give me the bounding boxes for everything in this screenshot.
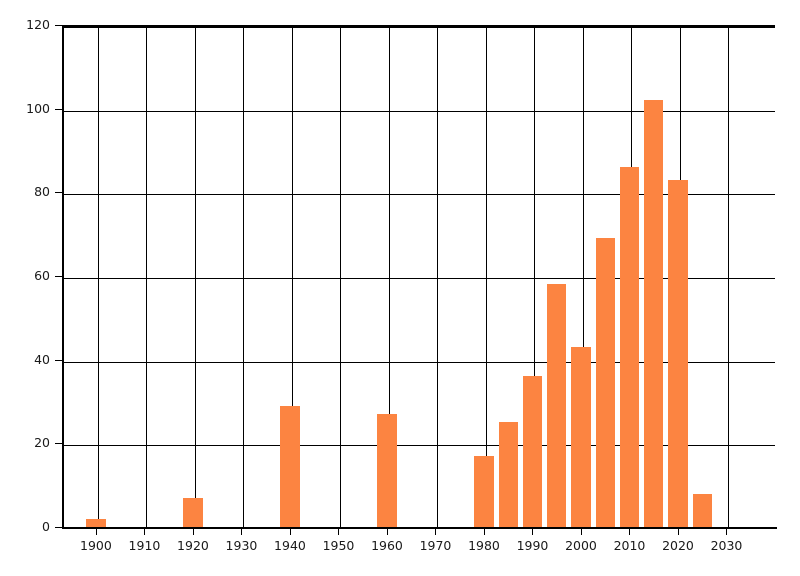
bar[interactable] (619, 167, 640, 527)
y-tick-label: 0 (42, 519, 50, 534)
gridline-vertical (194, 27, 196, 527)
y-tick-label: 80 (34, 184, 50, 200)
x-axis-line (62, 527, 777, 529)
gridline-vertical (388, 27, 390, 527)
bars-layer (86, 100, 712, 527)
x-tick-mark (726, 527, 728, 535)
gridline-vertical (340, 27, 342, 527)
x-tick-mark (580, 527, 582, 535)
bar[interactable] (547, 284, 567, 527)
y-tick-label: 100 (26, 100, 50, 116)
gridline-vertical (534, 27, 536, 527)
x-tick-label: 1960 (371, 538, 403, 553)
x-tick-label: 2010 (613, 538, 646, 553)
x-tick-label: 2030 (710, 538, 743, 553)
x-tick-label: 2000 (565, 538, 597, 553)
gridline-vertical (243, 27, 245, 527)
y-tick-mark (55, 276, 62, 277)
bar[interactable] (183, 497, 203, 527)
y-tick-mark (55, 25, 62, 26)
bar[interactable] (595, 238, 615, 527)
y-tick-mark (55, 443, 62, 445)
x-tick-mark (338, 527, 340, 535)
gridline-vertical (582, 27, 584, 527)
x-tick-mark (241, 527, 243, 535)
x-tick-mark (532, 527, 534, 535)
x-tick-mark (192, 527, 194, 535)
x-tick-mark (629, 527, 631, 535)
x-tick-label: 1920 (177, 538, 209, 553)
gridline-horizontal (64, 445, 775, 447)
x-tick-label: 1900 (80, 538, 112, 553)
gridline-horizontal (64, 27, 775, 28)
x-tick-mark (677, 527, 679, 535)
x-tick-label: 1940 (274, 538, 306, 553)
x-tick-mark (144, 527, 146, 535)
bar[interactable] (377, 414, 397, 527)
x-tick-mark (386, 527, 388, 535)
y-tick-mark (55, 527, 62, 528)
gridline-vertical (97, 27, 99, 527)
bar[interactable] (668, 179, 688, 527)
x-tick-label: 1910 (128, 538, 161, 553)
bar[interactable] (644, 100, 664, 527)
y-tick-label: 60 (34, 268, 50, 283)
x-tick-label: 2020 (662, 538, 694, 553)
bar[interactable] (522, 376, 543, 527)
bar[interactable] (571, 347, 591, 527)
x-tick-label: 1990 (516, 538, 549, 553)
y-tick-label: 120 (26, 17, 50, 32)
gridline-horizontal (64, 361, 775, 363)
y-tick-mark (55, 359, 62, 361)
bar[interactable] (498, 422, 518, 527)
gridline-horizontal (64, 278, 775, 279)
x-tick-label: 1950 (322, 538, 355, 553)
y-tick-mark (55, 192, 62, 194)
x-tick-mark (483, 527, 485, 535)
bar[interactable] (280, 405, 300, 527)
y-tick-label: 20 (34, 435, 50, 451)
x-tick-mark (289, 527, 291, 535)
x-tick-mark (435, 527, 437, 535)
x-tick-mark (95, 527, 97, 535)
gridline-horizontal (64, 110, 775, 112)
y-tick-mark (55, 108, 62, 110)
gridline-vertical (437, 27, 439, 527)
y-tick-label: 40 (34, 351, 50, 367)
gridline-horizontal (64, 194, 775, 196)
x-tick-label: 1970 (419, 538, 452, 553)
x-tick-label: 1980 (468, 538, 500, 553)
gridline-vertical (291, 27, 293, 527)
x-tick-label: 1930 (225, 538, 258, 553)
gridline-vertical (485, 27, 487, 527)
bar[interactable] (86, 518, 106, 527)
bar[interactable] (692, 493, 712, 527)
bar[interactable] (474, 455, 494, 527)
gridline-vertical (146, 27, 148, 527)
gridline-vertical (728, 27, 730, 527)
plot-area (62, 25, 775, 527)
